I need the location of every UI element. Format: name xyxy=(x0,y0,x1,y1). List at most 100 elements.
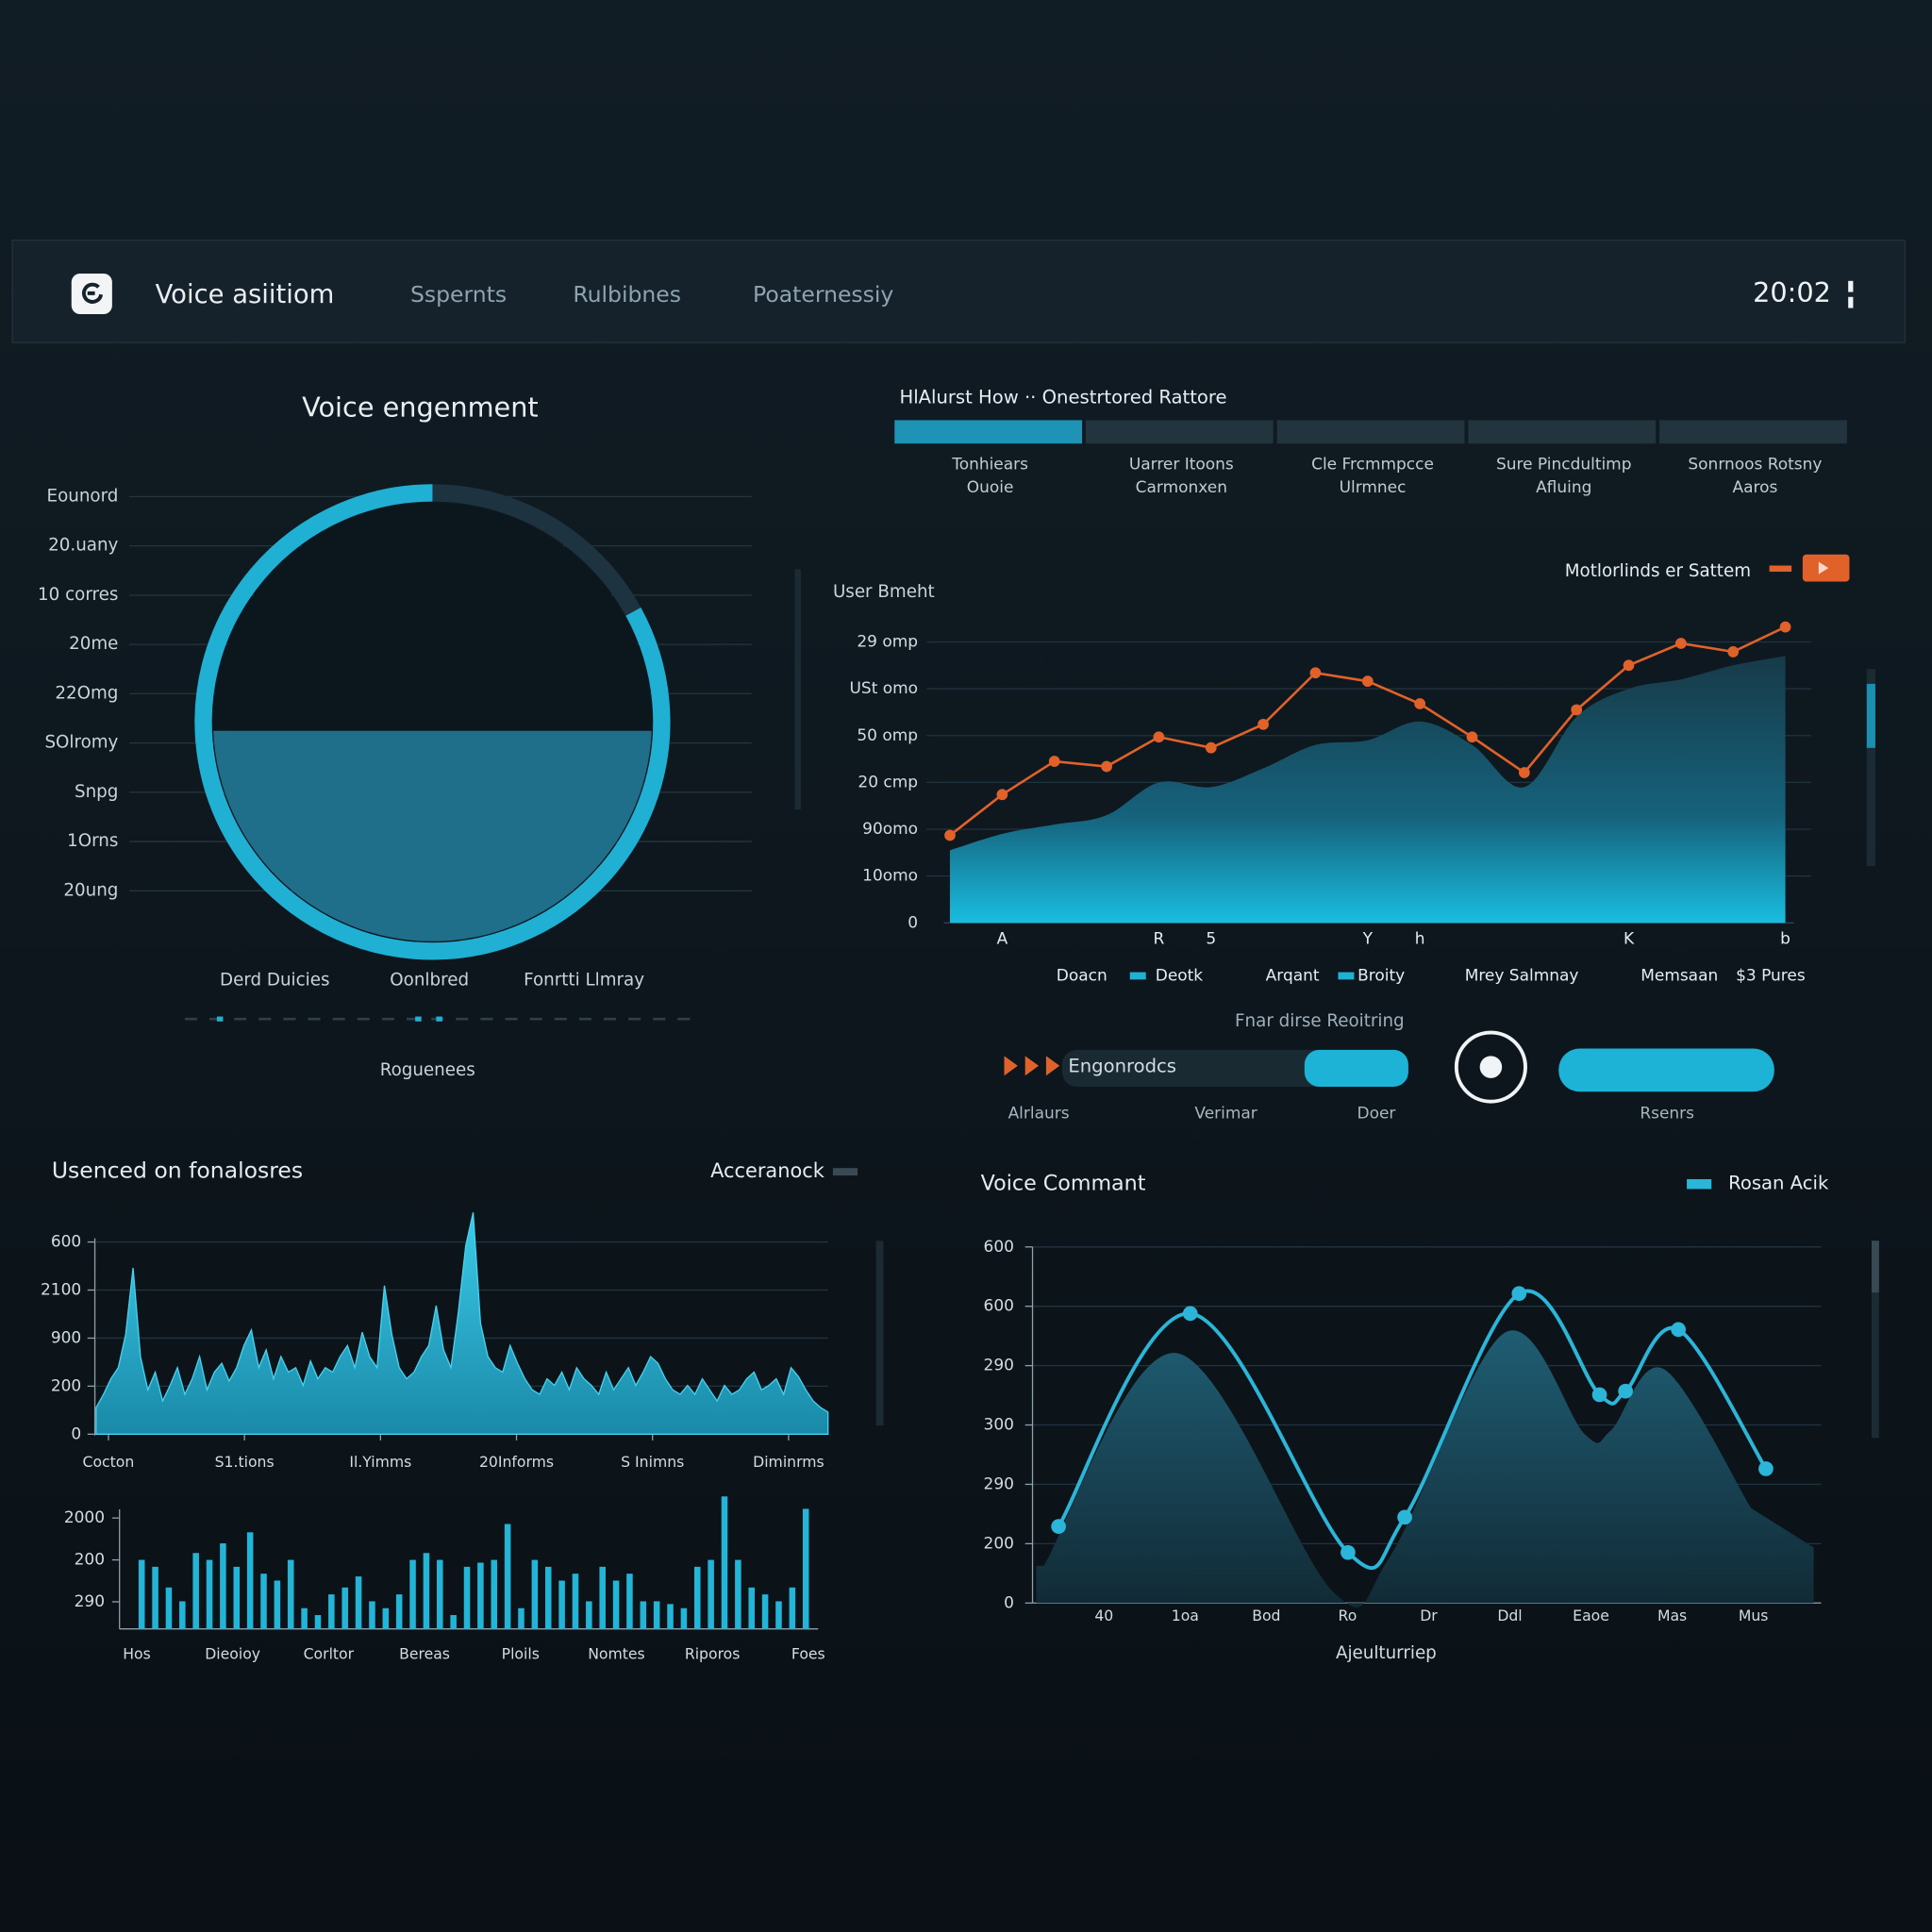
x-tick-label: 1oa xyxy=(1172,1607,1199,1624)
bar xyxy=(708,1559,714,1629)
tab-label: Aaros xyxy=(1733,478,1778,497)
tab[interactable] xyxy=(894,420,1083,444)
panel-title: Voice Commant xyxy=(981,1172,1146,1196)
area xyxy=(950,656,1786,924)
x-tick-label: Mas xyxy=(1657,1607,1687,1624)
legend-label: Fonrtti Llmray xyxy=(524,971,644,991)
page-dot xyxy=(436,1016,442,1022)
x-tick-label: R xyxy=(1154,929,1165,948)
point xyxy=(1758,1461,1774,1476)
bar xyxy=(558,1580,565,1629)
y-tick-label: 200 xyxy=(75,1551,105,1570)
x-tick-label: Dr xyxy=(1420,1607,1438,1624)
scroll-thumb[interactable] xyxy=(1872,1241,1879,1293)
bar xyxy=(355,1576,362,1629)
point xyxy=(996,789,1008,801)
bar xyxy=(437,1559,443,1629)
bar xyxy=(735,1559,741,1629)
bar xyxy=(179,1601,186,1629)
panel-footer: Roguenees xyxy=(380,1060,475,1080)
point xyxy=(1182,1306,1198,1322)
point xyxy=(1341,1544,1356,1560)
bar xyxy=(450,1615,457,1629)
tab-label: Uarrer Itoons xyxy=(1129,455,1234,474)
gauge-arc xyxy=(194,484,671,960)
pill-button[interactable] xyxy=(1558,1048,1774,1092)
tab[interactable] xyxy=(1468,420,1657,444)
action-button[interactable] xyxy=(1454,1030,1527,1104)
row-label: 10 corres xyxy=(38,585,118,605)
legend-row-swatch xyxy=(1129,972,1146,980)
tab-label: Ouoie xyxy=(967,478,1014,497)
tab-label: Sonrnoos Rotsny xyxy=(1688,455,1822,474)
nav-item[interactable]: Poaternessiy xyxy=(753,281,893,308)
page-dot xyxy=(415,1016,422,1022)
y-tick-label: 600 xyxy=(984,1238,1014,1257)
legend-label: Oonlbred xyxy=(390,971,469,991)
y-tick-label: 200 xyxy=(51,1376,81,1395)
x-tick-label: A xyxy=(997,929,1008,948)
axis-title: User Bmeht xyxy=(833,582,935,602)
clock: 20:02 xyxy=(1753,276,1831,308)
legend-row-label: Memsaan xyxy=(1641,966,1718,985)
bar xyxy=(328,1594,335,1629)
bar xyxy=(314,1615,322,1629)
bar xyxy=(423,1553,430,1629)
play-icon xyxy=(1045,1056,1060,1076)
tab-label: Carmonxen xyxy=(1136,478,1227,497)
bar xyxy=(802,1508,809,1629)
bar xyxy=(504,1524,511,1629)
bar xyxy=(341,1587,348,1629)
header-bar xyxy=(11,240,1906,343)
progress-fill xyxy=(1304,1049,1408,1087)
bar xyxy=(491,1559,498,1629)
bar xyxy=(653,1601,660,1629)
legend-swatch xyxy=(832,1168,858,1176)
x-tick-label: Ddl xyxy=(1497,1607,1522,1624)
point xyxy=(1257,718,1269,730)
point xyxy=(1518,767,1530,778)
point xyxy=(1153,731,1165,743)
legend-row-label: Arqant xyxy=(1266,966,1320,985)
point xyxy=(1051,1519,1066,1534)
bar xyxy=(721,1496,728,1629)
tab[interactable] xyxy=(1276,420,1465,444)
menu-dots[interactable] xyxy=(1848,280,1854,292)
row-label: 20me xyxy=(69,634,118,654)
bar xyxy=(518,1607,525,1629)
scroll-thumb[interactable] xyxy=(1866,683,1875,748)
x-tick-label: Ro xyxy=(1339,1607,1357,1624)
legend-row-swatch xyxy=(1338,972,1355,980)
row-label: 20.uany xyxy=(48,536,118,556)
tab[interactable] xyxy=(1659,420,1847,444)
bar xyxy=(694,1566,701,1629)
axis-title: Ajeulturriep xyxy=(1336,1643,1437,1663)
nav-item[interactable]: Rulbibnes xyxy=(573,281,681,308)
x-tick-label: Il.Yimms xyxy=(349,1453,411,1471)
progress-label: Engonrodcs xyxy=(1068,1056,1176,1077)
row-label: 1Orns xyxy=(67,831,118,851)
menu-dots[interactable] xyxy=(1848,296,1854,308)
bar xyxy=(220,1542,226,1629)
nav-item[interactable]: Sspernts xyxy=(410,281,507,308)
x-tick-label: Eaoe xyxy=(1573,1607,1609,1624)
tab[interactable] xyxy=(1085,420,1274,444)
tab-label: Cle Frcmmpcce xyxy=(1311,455,1434,474)
bar xyxy=(612,1580,620,1629)
legend-label: Rosan Acik xyxy=(1728,1173,1829,1194)
x-tick-label: K xyxy=(1624,929,1635,948)
area xyxy=(95,1212,829,1435)
y-tick-label: 0 xyxy=(71,1424,81,1443)
point xyxy=(1309,667,1322,679)
x-tick-label: Nomtes xyxy=(588,1645,644,1663)
bar xyxy=(233,1566,241,1629)
bar xyxy=(775,1601,782,1629)
point xyxy=(1397,1509,1412,1525)
y-tick-label: 50 omp xyxy=(857,726,918,745)
y-tick-label: 2000 xyxy=(64,1508,105,1527)
x-tick-label: Diminrms xyxy=(753,1453,824,1471)
bar xyxy=(789,1587,796,1629)
y-tick-label: 90omo xyxy=(862,820,918,839)
x-tick-label: Corltor xyxy=(304,1645,355,1663)
